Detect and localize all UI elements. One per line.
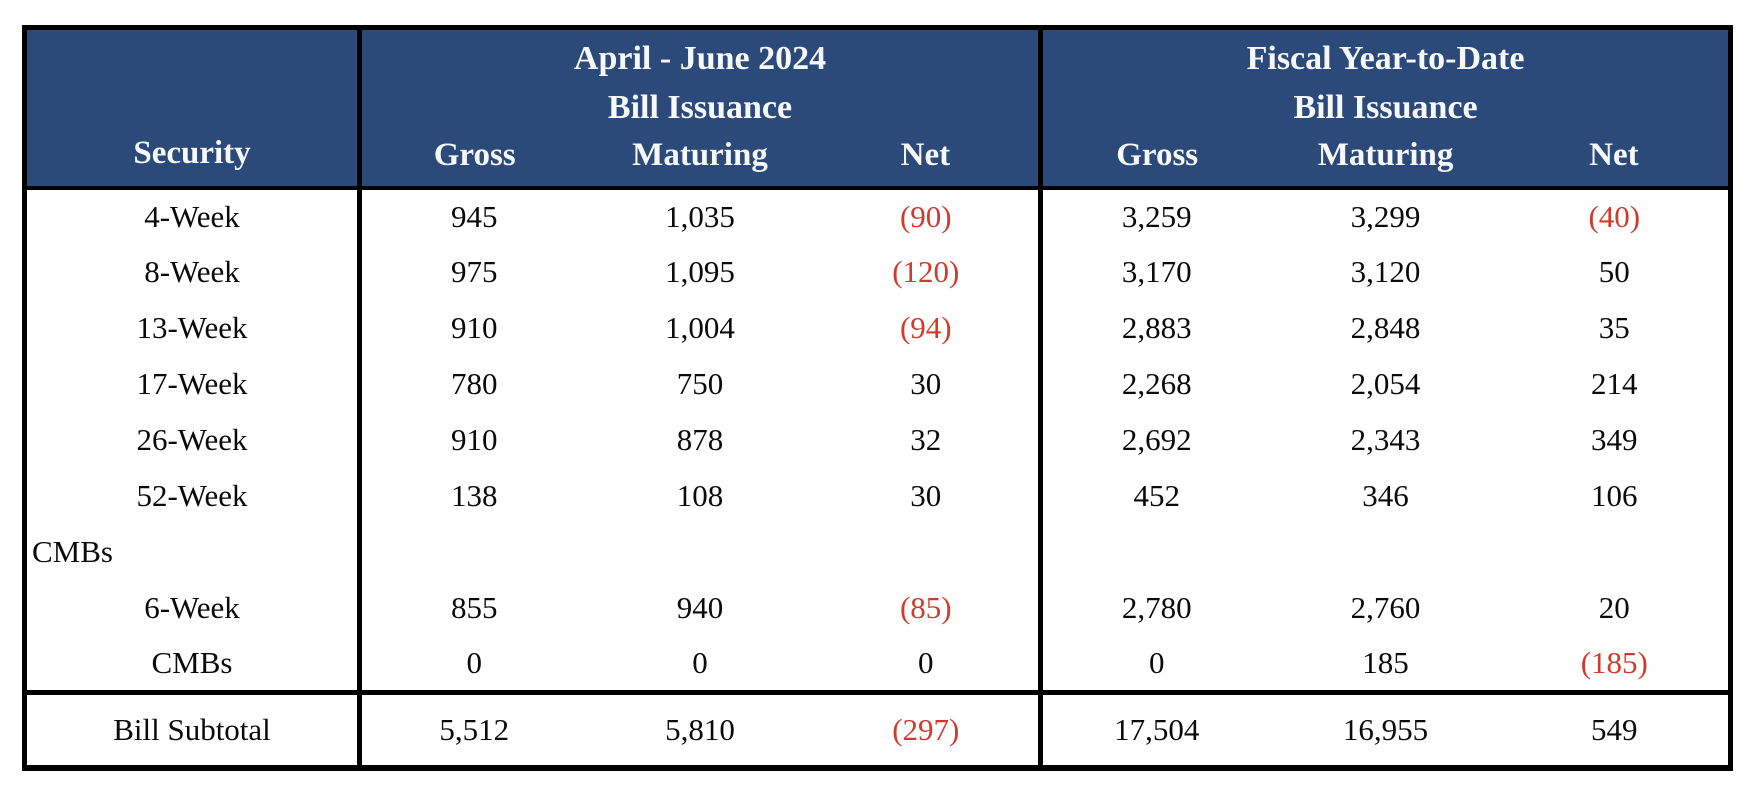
column-header-gross: Gross	[433, 137, 516, 173]
security-label: 4-Week	[144, 199, 240, 234]
bill-issuance-table: Security April - June 2024 Bill Issuance…	[22, 25, 1734, 771]
cell-aj-maturing: 0	[692, 644, 708, 680]
cell-fy-net-subtotal: 549	[1500, 689, 1731, 768]
cell-aj-gross: 138	[357, 468, 587, 524]
cell-aj-net: 30	[910, 366, 942, 401]
cell-fy-gross: 452	[1038, 468, 1271, 524]
group-title-bill-issuance: Bill Issuance	[607, 89, 793, 126]
security-label: 52-Week	[136, 478, 248, 513]
table-row-cmbs: CMBs 0 0 0 0 185 (185)	[25, 636, 1731, 692]
cell-aj-maturing: 108	[676, 478, 724, 513]
group-column-headers: Gross Maturing Net	[1046, 135, 1729, 184]
column-header-gross: Gross	[1116, 137, 1199, 173]
cell-fy-maturing: 346	[1362, 478, 1409, 513]
cell-aj-gross-subtotal: 5,512	[357, 689, 587, 768]
cell-fy-gross: 2,692	[1038, 412, 1271, 468]
cell-aj-net: (90)	[899, 199, 952, 234]
group-title-period: Fiscal Year-to-Date	[1246, 40, 1525, 77]
cell-aj-net: 0	[918, 644, 934, 680]
cell-aj-gross	[357, 524, 587, 580]
cell-aj-maturing: 1,095	[665, 254, 735, 289]
cell-fy-net	[1501, 524, 1731, 580]
cell-aj-maturing: 750	[676, 366, 724, 401]
section-label-cmbs: CMBs	[32, 534, 113, 569]
table-row-52-week: 52-Week 138 108 30 452 346 106	[25, 468, 1731, 524]
cell-fy-gross: 3,259	[1038, 188, 1271, 244]
table-row-bill-subtotal: Bill Subtotal 5,512 5,810 (297) 17,504 1…	[24, 689, 1731, 768]
table-row-26-week: 26-Week 910 878 32 2,692 2,343 349	[25, 412, 1731, 468]
cell-fy-net: 20	[1598, 590, 1630, 625]
cell-aj-gross: 910	[357, 412, 587, 468]
cell-fy-net: 106	[1591, 478, 1638, 513]
security-label: 8-Week	[144, 254, 240, 289]
cell-aj-net-subtotal: (297)	[813, 689, 1041, 768]
group-title-period: April - June 2024	[573, 40, 827, 77]
security-label: CMBs	[151, 644, 233, 680]
cell-aj-maturing-subtotal: 5,810	[586, 689, 814, 768]
cell-aj-maturing: 878	[676, 422, 724, 457]
cell-aj-net: (120)	[892, 254, 960, 289]
security-label: 13-Week	[136, 310, 248, 345]
column-header-maturing: Maturing	[1317, 137, 1454, 173]
cell-fy-net: 349	[1591, 422, 1638, 457]
security-column-header: Security	[24, 27, 360, 190]
cell-aj-maturing: 1,035	[665, 199, 735, 234]
group-header-fiscal-ytd: Fiscal Year-to-Date Bill Issuance Gross …	[1038, 27, 1731, 190]
table-section-row-cmbs: CMBs	[25, 524, 1731, 580]
cell-fy-net: (40)	[1588, 199, 1641, 234]
header-row: Security April - June 2024 Bill Issuance…	[24, 27, 1731, 190]
cell-aj-maturing: 1,004	[665, 310, 735, 345]
cell-fy-maturing: 3,120	[1350, 254, 1421, 289]
cell-aj-gross: 975	[357, 244, 587, 300]
cell-aj-gross: 780	[357, 356, 587, 412]
cell-fy-gross: 2,780	[1038, 580, 1271, 636]
cell-aj-gross: 0	[357, 636, 587, 692]
security-label: 26-Week	[136, 422, 248, 457]
cell-fy-maturing-subtotal: 16,955	[1270, 689, 1501, 768]
cell-aj-maturing: 940	[676, 590, 724, 625]
cell-aj-net: (85)	[899, 590, 952, 625]
cell-fy-maturing: 2,054	[1350, 366, 1421, 401]
cell-fy-maturing: 2,343	[1350, 422, 1421, 457]
cell-fy-net: 214	[1591, 366, 1638, 401]
subtotal-label: Bill Subtotal	[24, 689, 360, 768]
cell-fy-maturing: 185	[1362, 644, 1409, 680]
security-label: 17-Week	[136, 366, 248, 401]
column-header-net: Net	[1589, 137, 1639, 173]
bill-issuance-table-container: Security April - June 2024 Bill Issuance…	[22, 25, 1734, 771]
cell-fy-maturing: 2,848	[1350, 310, 1421, 345]
cell-aj-net: 30	[910, 478, 942, 513]
cell-fy-net: 50	[1598, 254, 1630, 289]
column-header-maturing: Maturing	[632, 137, 768, 173]
cell-aj-maturing	[587, 524, 814, 580]
security-label: 6-Week	[144, 590, 240, 625]
cell-fy-gross-subtotal: 17,504	[1038, 689, 1271, 768]
table-row-17-week: 17-Week 780 750 30 2,268 2,054 214	[25, 356, 1731, 412]
group-header-april-june: April - June 2024 Bill Issuance Gross Ma…	[356, 27, 1041, 190]
group-column-headers: Gross Maturing Net	[365, 135, 1039, 184]
cell-fy-gross: 2,883	[1038, 300, 1271, 356]
table-row-8-week: 8-Week 975 1,095 (120) 3,170 3,120 50	[25, 244, 1731, 300]
cell-fy-gross: 0	[1038, 636, 1271, 692]
cell-fy-net: (185)	[1580, 644, 1648, 680]
table-row-6-week: 6-Week 855 940 (85) 2,780 2,760 20	[25, 580, 1731, 636]
cell-aj-gross: 910	[357, 300, 587, 356]
cell-fy-maturing: 3,299	[1350, 199, 1421, 234]
cell-fy-gross: 2,268	[1038, 356, 1271, 412]
group-title-bill-issuance: Bill Issuance	[1293, 89, 1478, 126]
cell-fy-gross: 3,170	[1038, 244, 1271, 300]
table-row-13-week: 13-Week 910 1,004 (94) 2,883 2,848 35	[25, 300, 1731, 356]
column-header-net: Net	[900, 137, 951, 173]
cell-aj-net	[814, 524, 1041, 580]
cell-aj-net: 32	[910, 422, 942, 457]
cell-aj-gross: 855	[357, 580, 587, 636]
cell-fy-gross	[1038, 524, 1271, 580]
cell-fy-net: 35	[1598, 310, 1630, 345]
cell-aj-net: (94)	[899, 310, 952, 345]
table-row-4-week: 4-Week 945 1,035 (90) 3,259 3,299 (40)	[25, 188, 1731, 244]
cell-aj-gross: 945	[357, 188, 587, 244]
cell-fy-maturing	[1271, 524, 1501, 580]
cell-fy-maturing: 2,760	[1350, 590, 1421, 625]
